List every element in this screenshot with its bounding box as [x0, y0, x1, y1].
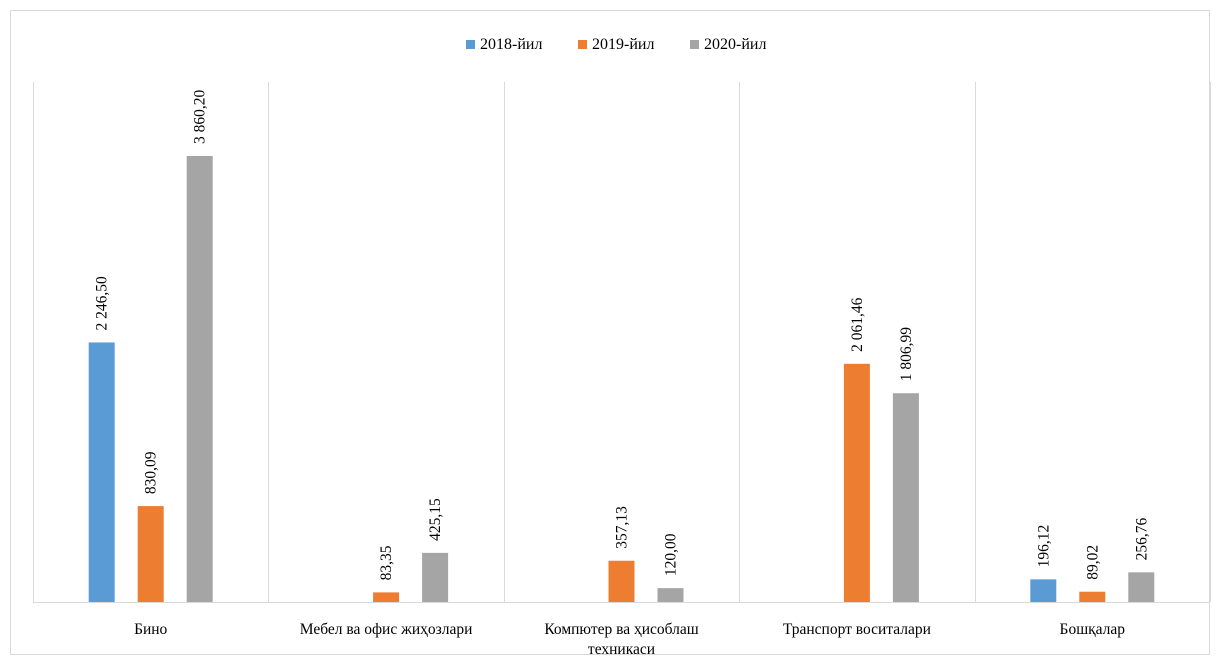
- data-label: 2 061,46: [849, 297, 866, 352]
- category-labels: Бино Мебел ва офис жиҳозлари Компютер ва ҳ…: [134, 621, 1125, 658]
- category-label: техникаси: [588, 641, 655, 658]
- bar: [373, 592, 400, 602]
- bar: [1128, 572, 1155, 602]
- data-label: 120,00: [663, 533, 680, 576]
- data-labels: 2 246,50 830,09 3 860,20 83,35 425,15 357,13 1…: [94, 89, 1151, 580]
- bars: [88, 156, 1155, 602]
- bar: [137, 506, 164, 602]
- data-label: 3 860,20: [192, 89, 209, 144]
- data-label: 89,02: [1084, 545, 1101, 580]
- category-label: Бино: [134, 621, 167, 638]
- bar: [1030, 579, 1057, 602]
- bar: [892, 393, 919, 602]
- bar: [657, 588, 684, 602]
- legend: 2018-йил 2019-йил 2020-йил: [466, 36, 766, 53]
- data-label: 256,76: [1133, 517, 1150, 560]
- chart-frame: [10, 10, 1210, 655]
- category-separators: [33, 82, 1211, 603]
- bar: [608, 560, 635, 602]
- legend-swatch: [578, 40, 587, 49]
- legend-swatch: [690, 40, 699, 49]
- data-label: 1 806,99: [898, 327, 915, 382]
- category-label: Транспорт воситалари: [783, 621, 931, 638]
- legend-label: 2019-йил: [592, 36, 654, 53]
- legend-label: 2020-йил: [704, 36, 766, 53]
- data-label: 425,15: [427, 498, 444, 541]
- bar: [843, 363, 870, 602]
- data-label: 196,12: [1035, 525, 1052, 568]
- bar: [186, 156, 213, 602]
- category-label: Бошқалар: [1060, 621, 1126, 638]
- category-label: Компютер ва ҳисоблаш: [544, 621, 698, 638]
- data-label: 2 246,50: [94, 276, 111, 331]
- bar: [1079, 591, 1106, 602]
- category-label: Мебел ва офис жиҳозлари: [300, 621, 473, 638]
- bar: [88, 342, 115, 602]
- data-label: 83,35: [378, 545, 395, 580]
- data-label: 357,13: [614, 506, 631, 549]
- data-label: 830,09: [143, 451, 160, 494]
- legend-swatch: [466, 40, 475, 49]
- legend-label: 2018-йил: [480, 36, 542, 53]
- bar: [422, 552, 449, 602]
